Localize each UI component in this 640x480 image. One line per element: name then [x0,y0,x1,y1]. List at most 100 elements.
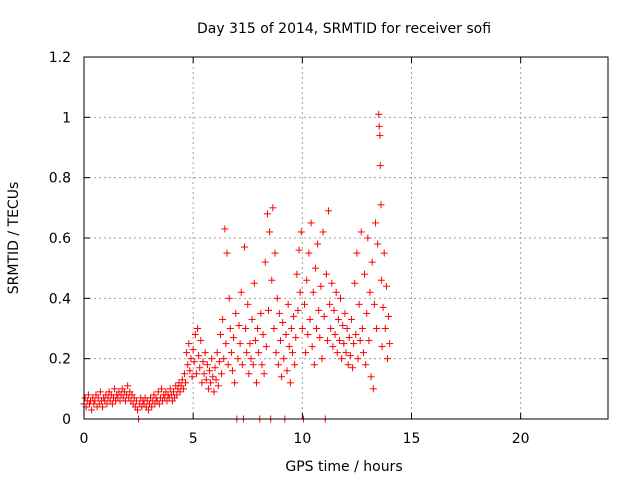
data-point [197,337,205,345]
data-point [198,379,206,387]
data-point [191,331,199,339]
data-point [297,228,305,236]
y-axis-label: SRMTID / TECUs [6,182,22,295]
data-point [199,358,207,366]
x-tick-label: 20 [512,431,530,447]
data-point [155,400,163,408]
data-point [252,379,260,387]
data-point [330,306,338,314]
data-point [111,385,119,393]
data-point [274,361,282,369]
data-point [246,340,254,348]
data-point [204,385,212,393]
data-point [245,370,253,378]
data-point [254,325,262,332]
data-point [212,376,220,384]
data-point [377,201,385,209]
data-point [273,294,281,302]
data-point [338,355,346,363]
data-point [237,288,245,296]
data-point [192,370,200,378]
data-point [224,361,232,369]
data-point [166,385,174,393]
data-point [322,270,330,278]
data-point [188,373,196,381]
data-point [250,279,258,287]
data-point [270,325,278,332]
data-point [301,300,309,308]
data-point [310,361,318,369]
data-point [318,355,326,363]
data-point [282,331,290,339]
data-point [99,403,107,411]
data-point [307,219,315,227]
data-point [202,376,210,384]
data-point [203,361,211,369]
x-tick-label: 5 [189,431,198,447]
y-tick-label: 1 [62,110,71,126]
data-point [344,361,352,369]
data-point [154,388,162,396]
data-point [369,385,377,393]
data-point [349,364,357,372]
data-point [340,340,348,348]
data-point [194,325,202,332]
data-point [380,249,388,257]
data-point [364,234,372,242]
y-tick-label: 0.6 [49,231,71,247]
grid-layer [84,57,608,419]
data-point [211,364,219,372]
data-point [311,264,319,272]
data-point [373,325,381,332]
data-point [337,294,345,302]
data-point [133,406,141,414]
y-tick-label: 0.2 [49,352,71,368]
data-point [313,325,321,332]
data-point [378,343,386,351]
data-point [358,325,366,332]
data-point [280,355,288,363]
y-tick-label: 0.8 [49,171,71,187]
data-point [184,361,192,369]
data-point [345,334,353,342]
data-point [382,282,390,290]
data-point [213,349,221,357]
data-point [244,300,252,308]
data-point [385,312,393,320]
data-point [235,321,243,329]
data-point [263,210,271,218]
data-point [315,306,323,314]
data-point [354,355,362,363]
data-point [222,340,230,348]
data-point [210,388,218,396]
data-point [323,337,331,345]
data-point [305,249,313,257]
data-point [108,400,116,408]
data-point [291,361,299,369]
data-point [269,204,277,212]
data-point [320,312,328,320]
data-point [352,331,360,339]
data-point [187,355,195,363]
data-point [316,334,324,342]
data-point [242,325,250,332]
x-tick-label: 10 [293,431,311,447]
data-point [206,367,214,375]
data-point [124,382,132,390]
data-point [186,367,194,375]
x-axis-label: GPS time / hours [285,459,402,475]
data-point [278,373,286,381]
data-point [279,318,287,326]
data-point [275,309,283,317]
data-point [306,315,314,323]
data-point [346,352,354,360]
data-point [132,397,140,405]
data-point [319,228,327,236]
data-point [259,331,267,339]
data-point [196,364,204,372]
data-point [375,122,383,130]
data-point [308,343,316,351]
data-point [260,370,268,378]
data-point [84,391,92,399]
data-point [341,309,349,317]
